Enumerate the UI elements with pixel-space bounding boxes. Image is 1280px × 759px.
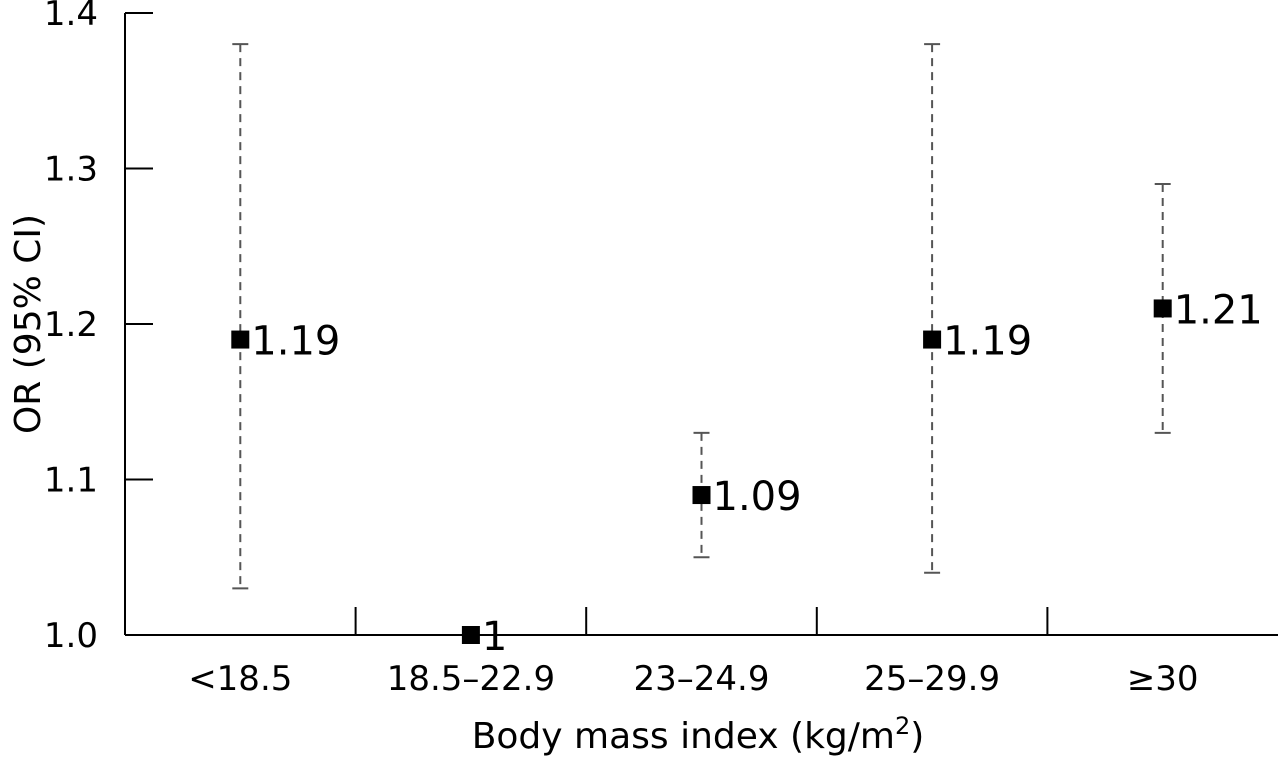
or-value-label: 1.09 — [713, 474, 802, 520]
or-value-label: 1.21 — [1174, 287, 1263, 333]
or-point-marker — [461, 626, 480, 644]
y-tick-label: 1.2 — [44, 305, 98, 345]
or-point-marker — [923, 330, 942, 349]
x-category-label: 18.5–22.9 — [387, 659, 555, 699]
or-value-label: 1.19 — [943, 319, 1032, 365]
y-ticks: 1.0 1.1 1.2 1.3 1.4 — [44, 0, 153, 656]
x-category-label: <18.5 — [188, 659, 292, 699]
x-axis-title-suffix: ) — [910, 716, 924, 757]
x-category-label: 23–24.9 — [634, 659, 770, 699]
y-tick-label: 1.3 — [44, 150, 98, 190]
x-axis-title-main: Body mass index (kg/m — [472, 716, 895, 757]
data-marks: 1.19 1 1.09 1.19 1.21 — [231, 43, 1263, 660]
y-axis-title: OR (95% CI) — [8, 214, 49, 434]
x-axis-title: Body mass index (kg/m2) — [472, 712, 925, 757]
or-point-marker — [1153, 299, 1172, 318]
x-axis-title-sup: 2 — [895, 712, 910, 740]
or-value-label: 1.19 — [251, 319, 340, 365]
y-tick-label: 1.0 — [44, 616, 98, 656]
or-point-marker — [692, 486, 711, 505]
or-value-label: 1 — [482, 614, 507, 660]
y-tick-label: 1.1 — [44, 461, 98, 501]
x-category-label: ≥30 — [1127, 659, 1199, 699]
x-ticks: <18.5 18.5–22.9 23–24.9 25–29.9 ≥30 — [188, 607, 1199, 699]
y-tick-label: 1.4 — [44, 0, 98, 34]
x-category-label: 25–29.9 — [864, 659, 1000, 699]
or-point-marker — [231, 330, 250, 349]
